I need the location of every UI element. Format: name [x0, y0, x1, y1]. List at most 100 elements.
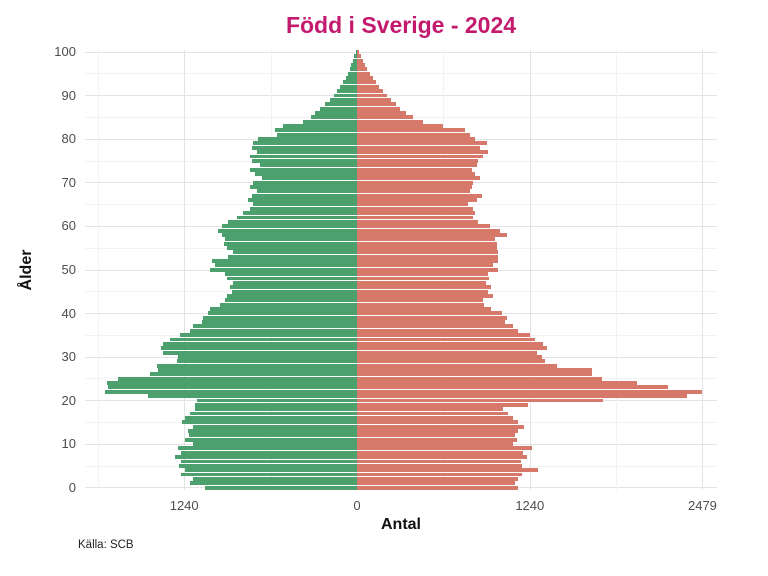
pyramid-bar-left: [311, 115, 357, 120]
pyramid-bar-right: [357, 254, 499, 259]
pyramid-bar-left: [275, 128, 357, 133]
pyramid-bar-left: [156, 363, 357, 368]
pyramid-bar-left: [345, 76, 357, 81]
pyramid-bar-right: [357, 363, 557, 368]
pyramid-bar-right: [357, 429, 519, 433]
pyramid-bar-left: [190, 411, 357, 416]
pyramid-bar-right: [357, 280, 487, 285]
pyramid-bar-left: [226, 276, 357, 281]
gridline-x-major: [529, 50, 531, 490]
pyramid-bar-left: [333, 93, 357, 98]
pyramid-bar-right: [357, 398, 604, 403]
pyramid-bar-left: [163, 341, 357, 346]
pyramid-bar-right: [357, 481, 516, 486]
pyramid-bar-left: [228, 219, 357, 224]
pyramid-bar-left: [205, 485, 357, 490]
pyramid-bar-left: [352, 58, 357, 63]
pyramid-bar-right: [357, 219, 479, 224]
pyramid-bar-right: [357, 341, 544, 346]
y-tick-label: 30: [61, 349, 76, 365]
pyramid-bar-left: [180, 333, 357, 338]
pyramid-bar-left: [220, 302, 357, 307]
pyramid-bar-left: [325, 102, 357, 107]
y-tick-label: 70: [61, 174, 76, 190]
pyramid-bar-left: [193, 476, 357, 481]
pyramid-bar-left: [226, 246, 357, 250]
pyramid-bar-left: [249, 185, 357, 189]
pyramid-bar-left: [236, 215, 357, 220]
pyramid-bar-left: [178, 354, 357, 359]
pyramid-bar-left: [175, 455, 357, 460]
pyramid-bar-left: [190, 328, 357, 333]
gridline-y-major: [85, 95, 717, 97]
pyramid-bar-right: [357, 376, 602, 381]
pyramid-bar-left: [224, 241, 357, 246]
pyramid-bar-left: [251, 158, 357, 163]
pyramid-bar-left: [253, 180, 357, 185]
pyramid-bar-right: [357, 193, 482, 198]
pyramid-bar-right: [357, 158, 479, 163]
pyramid-bar-right: [357, 93, 387, 98]
pyramid-bar-right: [357, 289, 488, 294]
pyramid-bar-left: [351, 63, 357, 67]
pyramid-bar-right: [357, 71, 371, 76]
pyramid-bar-right: [357, 459, 521, 464]
pyramid-bar-right: [357, 58, 363, 63]
pyramid-bar-right: [357, 354, 542, 359]
pyramid-bar-left: [340, 84, 357, 89]
gridline-x-minor: [97, 50, 99, 490]
gridline-y-minor: [85, 73, 717, 75]
pyramid-bar-left: [230, 285, 357, 290]
pyramid-bar-left: [161, 346, 357, 351]
pyramid-bar-left: [228, 254, 357, 259]
pyramid-bar-left: [194, 402, 357, 407]
pyramid-bar-right: [357, 407, 504, 412]
pyramid-bar-left: [320, 106, 357, 111]
pyramid-bar-right: [357, 110, 407, 115]
pyramid-bar-right: [357, 224, 490, 229]
pyramid-bar-right: [357, 102, 397, 107]
pyramid-bar-right: [357, 189, 471, 194]
pyramid-bar-left: [193, 324, 357, 329]
pyramid-bar-left: [177, 446, 357, 451]
pyramid-bar-right: [357, 250, 499, 255]
x-tick-label: 1240: [515, 498, 545, 513]
pyramid-bar-right: [357, 263, 494, 268]
pyramid-bar-left: [180, 459, 357, 464]
pyramid-bar-left: [193, 424, 357, 429]
pyramid-bar-right: [357, 285, 492, 290]
y-axis-label: Ålder: [18, 249, 35, 291]
pyramid-bar-left: [148, 394, 357, 399]
pyramid-bar-right: [357, 420, 518, 425]
pyramid-bar-left: [185, 415, 357, 420]
pyramid-bar-right: [357, 185, 472, 189]
pyramid-bar-right: [357, 228, 500, 233]
pyramid-bar-left: [253, 202, 357, 207]
x-tick-label: 2479: [687, 498, 717, 513]
chart-panel: [85, 50, 717, 490]
pyramid-bar-right: [357, 415, 514, 420]
y-tick-label: 60: [61, 218, 76, 234]
pyramid-bar-left: [189, 481, 357, 486]
pyramid-bar-right: [357, 333, 531, 338]
y-tick-label: 90: [61, 87, 76, 103]
pyramid-bar-left: [233, 280, 357, 285]
x-tick-label: 0: [353, 498, 361, 513]
pyramid-bar-left: [189, 433, 357, 438]
pyramid-bar-right: [357, 455, 527, 460]
pyramid-bar-left: [221, 232, 357, 237]
pyramid-bar-right: [357, 202, 469, 207]
pyramid-bar-right: [357, 180, 474, 185]
pyramid-bar-right: [357, 267, 499, 272]
pyramid-bar-left: [184, 437, 357, 442]
pyramid-bar-right: [357, 50, 360, 54]
y-tick-label: 0: [68, 479, 76, 495]
pyramid-bar-right: [357, 198, 477, 203]
pyramid-bar-right: [357, 468, 538, 473]
pyramid-bar-right: [357, 276, 490, 281]
pyramid-bar-left: [347, 71, 357, 76]
y-tick-label: 100: [54, 44, 76, 60]
pyramid-bar-left: [106, 381, 357, 385]
pyramid-bar-left: [243, 211, 357, 216]
